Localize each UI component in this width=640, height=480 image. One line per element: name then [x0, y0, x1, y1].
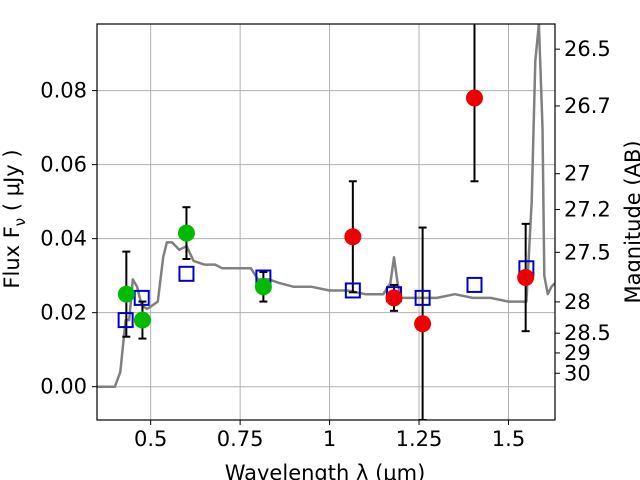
model-photometry-square [414, 289, 431, 306]
mag-tick-label: 28.5 [564, 321, 611, 345]
y-axis-label-main: Flux F [0, 226, 24, 288]
y-tick-label: 0.00 [40, 375, 87, 399]
upper-limit-point [344, 228, 362, 246]
y-tick-label: 0.02 [40, 301, 87, 325]
plot-frame [96, 23, 556, 421]
mag-tick-label: 29 [564, 341, 591, 365]
x-tick-label: 1.5 [492, 427, 525, 451]
upper-limit-point [517, 269, 535, 287]
mag-tick-label: 30 [564, 361, 591, 385]
y-axis-ticks: 0.00 0.02 0.04 0.06 0.08 [40, 79, 97, 399]
x-tick-label: 1.25 [396, 427, 443, 451]
x-axis-ticks: 0.5 0.75 1 1.25 1.5 [134, 420, 525, 451]
model-photometry-square [344, 282, 361, 299]
y-tick-label: 0.04 [40, 227, 87, 251]
y-axis-right-label: Magnitude (AB) [621, 140, 640, 303]
upper-limit-point [414, 315, 432, 333]
model-spectrum-line [97, 24, 555, 388]
mag-tick-label: 27.5 [564, 240, 611, 264]
x-tick-label: 0.5 [134, 427, 167, 451]
x-tick-label: 1 [323, 427, 336, 451]
grid-lines [97, 24, 555, 420]
detection-point [254, 278, 272, 296]
y-tick-label: 0.08 [40, 79, 87, 103]
mag-tick-label: 26.5 [564, 37, 611, 61]
detection-point [117, 285, 135, 303]
mag-tick-label: 26.7 [564, 94, 611, 118]
detection-point [177, 224, 195, 242]
y-tick-label: 0.06 [40, 153, 87, 177]
x-axis-label: Wavelength λ (μm) [225, 461, 426, 480]
y-axis-label: Flux Fν ( μJy ) [0, 149, 29, 288]
y-axis-label-subscript: ν [11, 218, 29, 226]
mag-tick-label: 27 [564, 162, 591, 186]
x-tick-label: 0.75 [217, 427, 264, 451]
mag-tick-label: 27.2 [564, 198, 611, 222]
upper-limit-point [465, 89, 483, 107]
model-photometry-square [466, 276, 483, 293]
model-photometry-markers [117, 260, 535, 329]
model-photometry-square [133, 289, 150, 306]
model-photometry-square [117, 312, 134, 329]
y-axis-label-unit: ( μJy ) [0, 149, 24, 217]
observed-photometry-markers [117, 89, 535, 333]
detection-point [133, 311, 151, 329]
model-spectrum [97, 24, 555, 388]
model-photometry-square [178, 265, 195, 282]
upper-limit-point [385, 289, 403, 307]
mag-tick-label: 28 [564, 290, 591, 314]
error-bars [122, 24, 530, 420]
